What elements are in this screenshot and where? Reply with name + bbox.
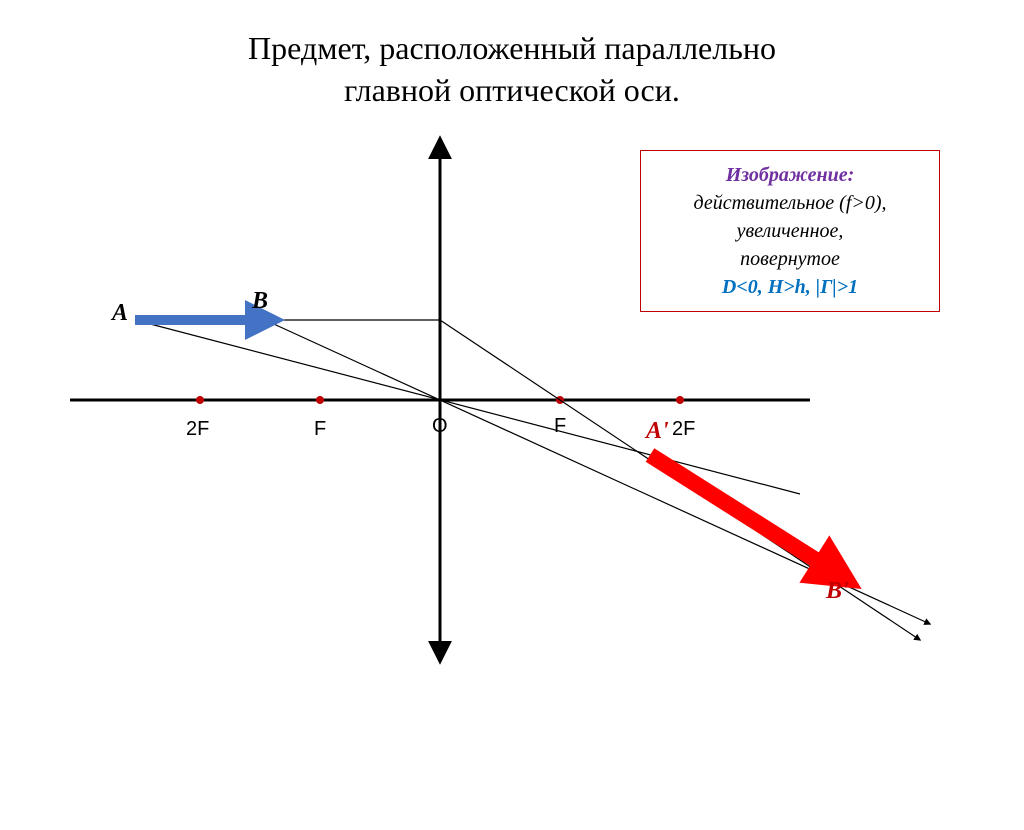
label-point-b: B — [252, 288, 268, 315]
label-f-left: F — [314, 418, 326, 441]
label-point-b-prime: B' — [826, 578, 849, 605]
image-properties-box: Изображение: действительное (f>0), увели… — [640, 150, 940, 312]
label-2f-left: 2F — [186, 418, 209, 441]
info-line-2: увеличенное, — [657, 217, 923, 245]
label-2f-right: 2F — [672, 418, 695, 441]
info-formula: D<0, H>h, |Г|>1 — [657, 273, 923, 301]
label-point-a: A — [112, 300, 128, 327]
label-point-a-prime: A' — [646, 418, 669, 445]
info-title: Изображение: — [657, 161, 923, 189]
label-origin: О — [432, 415, 448, 438]
info-line-1: действительное (f>0), — [657, 189, 923, 217]
label-f-right: F — [554, 415, 566, 438]
info-line-3: повернутое — [657, 245, 923, 273]
title-line-1: Предмет, расположенный параллельно — [248, 30, 776, 66]
diagram-title: Предмет, расположенный параллельно главн… — [0, 0, 1024, 111]
title-line-2: главной оптической оси. — [344, 72, 680, 108]
